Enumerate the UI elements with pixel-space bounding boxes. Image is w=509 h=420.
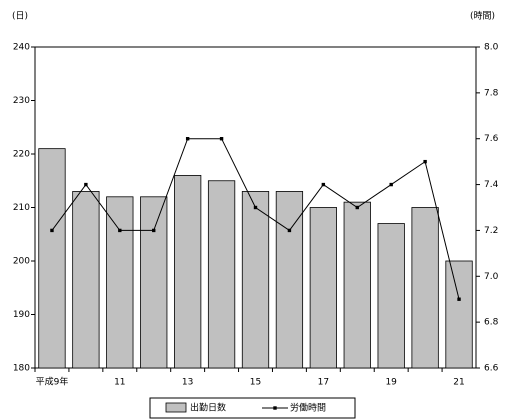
y2-tick-label: 7.6 [484,134,499,144]
bar [445,260,473,369]
bar [174,174,202,369]
bar [241,191,270,369]
marker [423,159,427,164]
x-tick-label: 17 [318,378,329,388]
marker [50,228,54,233]
x-tick-label: 11 [114,378,125,388]
bar [411,207,439,369]
y2-tick-label: 8.0 [484,43,499,53]
y2-tick-label: 6.6 [484,364,499,374]
bar [207,180,236,369]
x-tick-label: 21 [453,378,464,388]
y-tick-label: 240 [13,43,30,53]
bar [140,196,168,369]
marker [457,297,461,301]
y2-tick-label: 7.4 [484,180,499,190]
bar [106,196,134,369]
bar [275,191,304,369]
legend-swatch [165,402,187,413]
marker [219,137,224,141]
y-tick-label: 220 [13,150,30,160]
x-tick-label: 13 [182,378,193,388]
legend-swatch [273,406,277,410]
bar [38,148,66,369]
y-tick-label: 180 [13,364,30,374]
x-tick-label: 19 [385,378,397,388]
legend-label: 労働時間 [290,402,326,414]
bar [309,207,337,369]
y-tick-label: 230 [13,96,30,106]
y-axis-label: (日) [12,11,28,22]
x-tick-label: 平成9年 [36,376,69,388]
bar [72,191,100,369]
marker [152,228,156,233]
y2-tick-label: 7.8 [484,88,499,98]
marker [355,205,359,210]
marker [185,137,190,141]
legend-label: 出勤日数 [190,402,226,414]
y2-tick-label: 7.2 [484,226,498,236]
y2-axis-label: (時間) [470,11,495,22]
marker [389,182,393,187]
x-tick-label: 15 [250,378,261,388]
marker [84,182,88,187]
y-tick-label: 200 [13,257,30,267]
bar [343,201,371,369]
marker [118,228,122,233]
marker [321,182,326,187]
marker [287,228,292,233]
y-tick-label: 190 [13,310,30,320]
y2-tick-label: 6.8 [484,318,499,328]
marker [253,205,258,210]
legend-box [149,397,356,419]
y-tick-label: 210 [13,203,30,213]
y2-tick-label: 7.0 [484,272,499,282]
bar [377,223,405,369]
